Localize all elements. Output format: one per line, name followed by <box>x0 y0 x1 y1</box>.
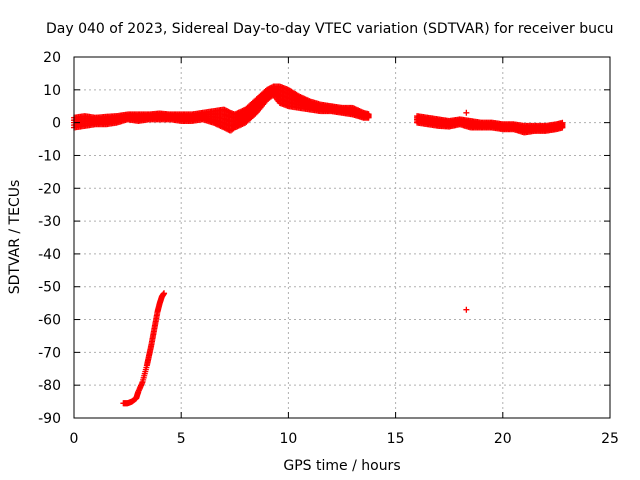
x-tick-label: 20 <box>494 431 512 447</box>
data-point <box>161 290 168 297</box>
outlier-point <box>463 109 470 116</box>
chart-title: Day 040 of 2023, Sidereal Day-to-day VTE… <box>46 21 614 37</box>
y-tick-label: -20 <box>38 181 61 197</box>
x-tick-label: 25 <box>601 431 619 447</box>
y-tick-label: -30 <box>38 214 61 230</box>
grid-lines <box>74 57 610 418</box>
axis-ticks <box>73 56 611 419</box>
data-point <box>559 119 566 126</box>
x-tick-label: 15 <box>387 431 405 447</box>
plot-frame <box>73 56 611 419</box>
y-tick-label: -10 <box>38 148 61 164</box>
y-tick-label: -90 <box>38 411 61 427</box>
data-points <box>71 83 566 407</box>
x-tick-label: 10 <box>279 431 297 447</box>
x-tick-label: 0 <box>70 431 79 447</box>
data-point <box>365 111 372 118</box>
y-tick-label: -40 <box>38 247 61 263</box>
tick-labels: 20 10 0 -10 -20 -30 -40 -50 -60 -70 -80 -90 0 5 10 15 20… <box>38 50 619 447</box>
y-tick-label: -50 <box>38 280 61 296</box>
y-tick-label: -80 <box>38 378 61 394</box>
y-tick-label: -70 <box>38 345 61 361</box>
outlier-point <box>463 306 470 313</box>
x-tick-label: 5 <box>177 431 186 447</box>
y-tick-label: 20 <box>43 50 61 66</box>
y-tick-label: 10 <box>43 83 61 99</box>
y-axis-label: SDTVAR / TECUs <box>7 180 23 295</box>
y-tick-label: -60 <box>38 313 61 329</box>
x-axis-label: GPS time / hours <box>283 458 400 474</box>
y-tick-label: 0 <box>52 116 61 132</box>
